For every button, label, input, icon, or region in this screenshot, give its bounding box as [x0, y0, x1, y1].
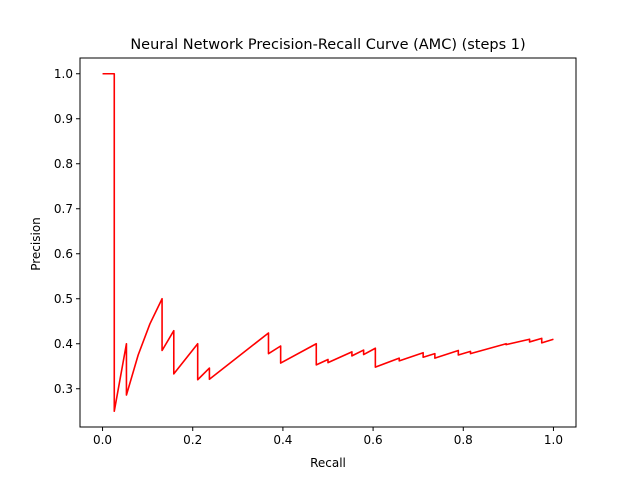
plot-area-frame: [79, 57, 577, 428]
series-layer: [102, 72, 554, 413]
y-tick-label: 0.5: [54, 292, 73, 306]
y-tick-label: 0.9: [54, 112, 73, 126]
y-tick-label: 0.6: [54, 247, 73, 261]
x-axis-label: Recall: [310, 456, 346, 470]
series-line-precision-recall: [102, 72, 554, 413]
x-tick-label: 0.6: [364, 433, 383, 447]
y-axis-label: Precision: [29, 217, 43, 271]
x-tick-label: 0.2: [183, 433, 202, 447]
y-tick-label: 0.8: [54, 157, 73, 171]
x-tick-label: 0.0: [93, 433, 112, 447]
x-axis-ticks: 0.0 0.2 0.4 0.6 0.8 1.0: [93, 427, 563, 447]
y-tick-label: 0.7: [54, 202, 73, 216]
x-tick-label: 1.0: [544, 433, 563, 447]
y-tick-label: 0.3: [54, 382, 73, 396]
chart-title: Neural Network Precision-Recall Curve (A…: [130, 37, 525, 53]
y-axis-ticks: 0.3 0.4 0.5 0.6 0.7 0.8 0.9 1.0: [54, 67, 80, 396]
y-tick-label: 1.0: [54, 67, 73, 81]
x-tick-label: 0.8: [454, 433, 473, 447]
y-tick-label: 0.4: [54, 337, 73, 351]
x-tick-label: 0.4: [273, 433, 292, 447]
